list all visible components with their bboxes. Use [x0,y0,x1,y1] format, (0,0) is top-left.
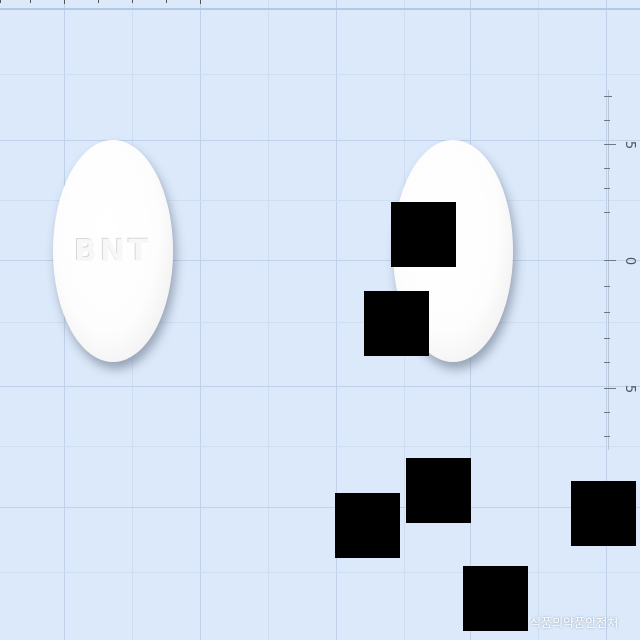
redaction-block [463,566,528,631]
grid-line [268,0,269,640]
grid-line [200,0,201,640]
redaction-block [391,202,456,267]
measurement-scale: 5 0 5 [600,90,640,450]
top-ruler [0,0,210,4]
pill-front: BNT [53,140,173,362]
grid-line [64,0,65,640]
pill-imprint: BNT [74,233,152,269]
redaction-block [364,291,429,356]
grid-line [0,140,640,141]
redaction-block [335,493,400,558]
grid-line [336,0,337,640]
redaction-block [571,481,636,546]
grid-line [0,572,640,573]
grid-line [0,446,640,447]
watermark: 식품의약품안전처 [530,616,619,630]
grid-line [0,386,640,387]
grid-line [0,8,640,10]
redaction-block [406,458,471,523]
grid-line [606,0,607,640]
grid-line [538,0,539,640]
grid-line [0,322,640,323]
grid-line [0,507,640,508]
grid-line [0,200,640,201]
grid-line [0,260,640,261]
scale-label: 5 [622,140,637,150]
scale-label: 5 [622,384,637,394]
grid-line [0,74,640,75]
scale-label: 0 [622,256,637,266]
